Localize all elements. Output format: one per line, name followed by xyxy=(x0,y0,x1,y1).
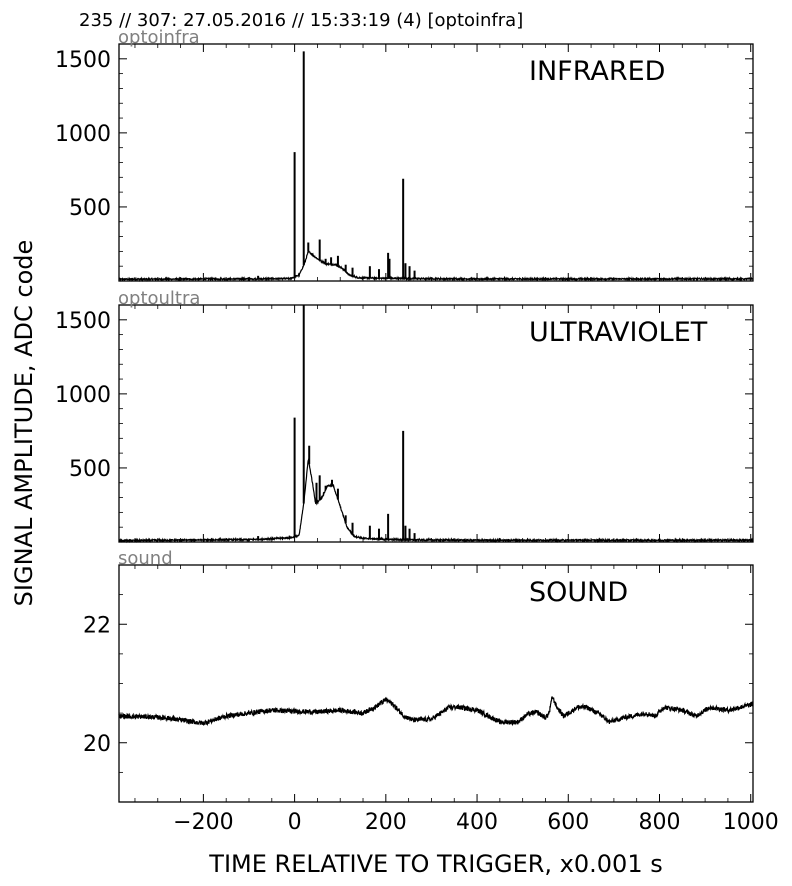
panels-group: 500 1000 1500 optoinfra INFRARED 500 1000 1500 o… xyxy=(55,27,779,835)
y-tick-label-ultraviolet-1: 1000 xyxy=(55,383,111,408)
panel-infrared: 500 1000 1500 optoinfra INFRARED xyxy=(55,27,754,283)
series-line-sound xyxy=(118,696,754,727)
x-tick-label-1: 0 xyxy=(288,810,302,835)
channel-label-ultraviolet: optoultra xyxy=(118,288,200,309)
x-tick-label-0: −200 xyxy=(173,810,233,835)
panel-label-infrared: INFRARED xyxy=(529,56,665,87)
y-axis-label: SIGNAL AMPLITUDE, ADC code xyxy=(10,240,38,607)
x-tick-label-6: 1000 xyxy=(723,810,779,835)
y-tick-label-ultraviolet-0: 500 xyxy=(69,457,111,482)
x-tick-label-3: 400 xyxy=(456,810,498,835)
channel-label-sound: sound xyxy=(118,548,173,569)
x-tick-label-4: 600 xyxy=(547,810,589,835)
x-axis-label: TIME RELATIVE TO TRIGGER, x0.001 s xyxy=(208,850,662,878)
y-tick-label-infrared-0: 500 xyxy=(69,196,111,221)
y-tick-label-sound-0: 20 xyxy=(83,732,111,757)
panel-label-ultraviolet: ULTRAVIOLET xyxy=(529,317,708,348)
panel-label-sound: SOUND xyxy=(529,577,628,608)
header-title: 235 // 307: 27.05.2016 // 15:33:19 (4) [… xyxy=(79,10,523,31)
y-tick-label-infrared-1: 1000 xyxy=(55,122,111,147)
panel-sound: 20 22 sound SOUND −200 0 200 400 600 800 1000 xyxy=(83,548,779,835)
panel-ultraviolet: 500 1000 1500 optoultra ULTRAVIOLET xyxy=(55,288,754,544)
channel-label-infrared: optoinfra xyxy=(118,27,200,48)
y-tick-label-sound-1: 22 xyxy=(83,613,111,638)
x-tick-label-5: 800 xyxy=(638,810,680,835)
y-tick-label-ultraviolet-2: 1500 xyxy=(55,309,111,334)
series-line-ultraviolet xyxy=(118,457,754,544)
series-line-infrared xyxy=(118,249,754,283)
y-tick-label-infrared-2: 1500 xyxy=(55,48,111,73)
plot-frame-sound xyxy=(118,564,754,803)
x-tick-label-2: 200 xyxy=(365,810,407,835)
